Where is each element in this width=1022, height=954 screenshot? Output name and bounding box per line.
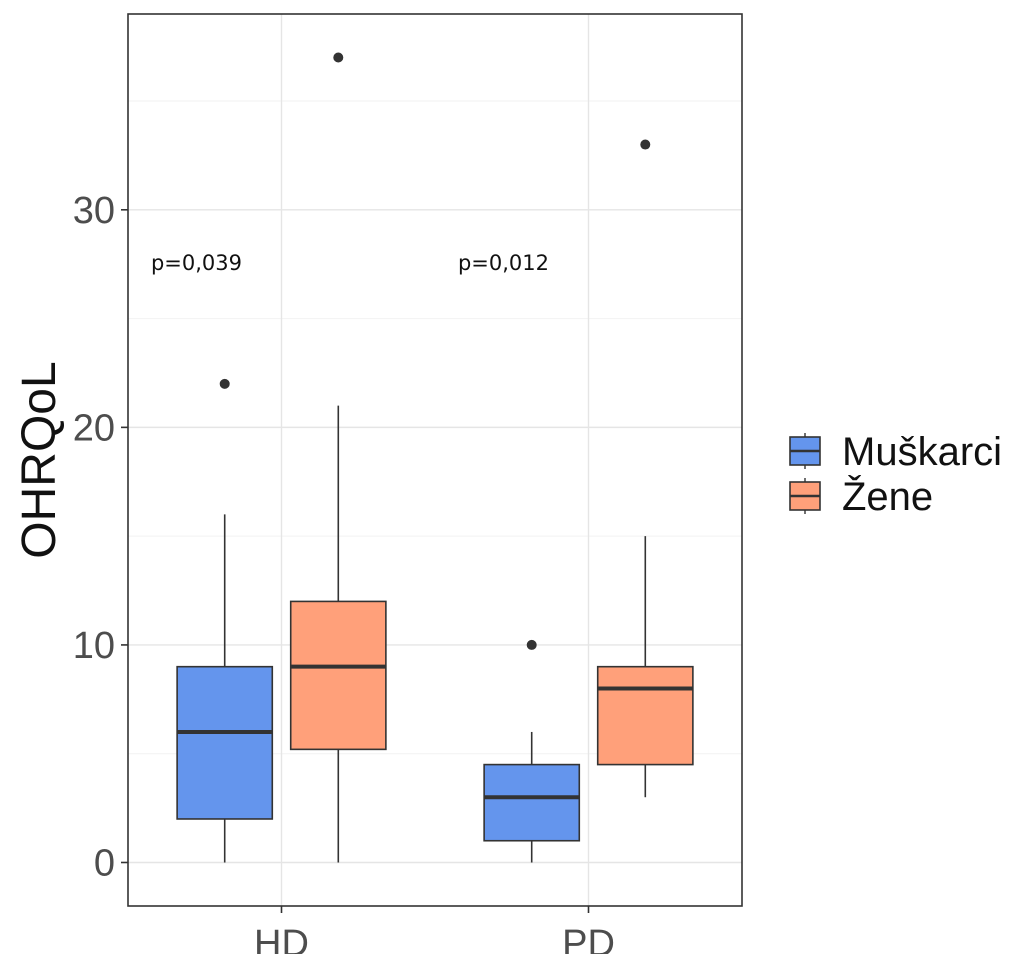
box-body xyxy=(176,665,274,820)
x-tick-label: PD xyxy=(562,923,615,954)
y-axis: 0 10 20 30 xyxy=(73,190,128,884)
y-axis-title: OHRQoL xyxy=(13,361,66,558)
x-tick-label: HD xyxy=(254,923,309,954)
box-group xyxy=(596,139,694,798)
plot-border xyxy=(127,13,743,907)
legend-item: Žene xyxy=(789,474,933,519)
x-axis: HD PD xyxy=(254,906,615,954)
outlier-point xyxy=(333,52,344,63)
p-value-annotation: p=0,012 xyxy=(458,251,549,275)
y-tick-label: 0 xyxy=(94,842,115,884)
boxes-layer xyxy=(176,52,694,863)
p-value-annotation: p=0,039 xyxy=(151,251,242,275)
box-body xyxy=(483,763,581,842)
y-tick-label: 20 xyxy=(73,407,115,449)
outlier-point xyxy=(640,139,651,150)
legend-item: Muškarci xyxy=(789,430,1002,474)
outlier-point xyxy=(219,378,230,389)
box-body xyxy=(289,600,387,751)
legend-label: Muškarci xyxy=(842,430,1002,474)
grid-lines xyxy=(128,14,742,906)
y-tick-label: 10 xyxy=(73,625,115,667)
box-group xyxy=(483,639,581,863)
box-body xyxy=(596,665,694,766)
box-group xyxy=(176,378,274,863)
annotations-layer: p=0,039 p=0,012 xyxy=(151,251,549,275)
y-tick-label: 30 xyxy=(73,190,115,232)
outlier-point xyxy=(526,639,537,650)
legend-label: Žene xyxy=(842,474,933,519)
box-group xyxy=(289,52,387,863)
